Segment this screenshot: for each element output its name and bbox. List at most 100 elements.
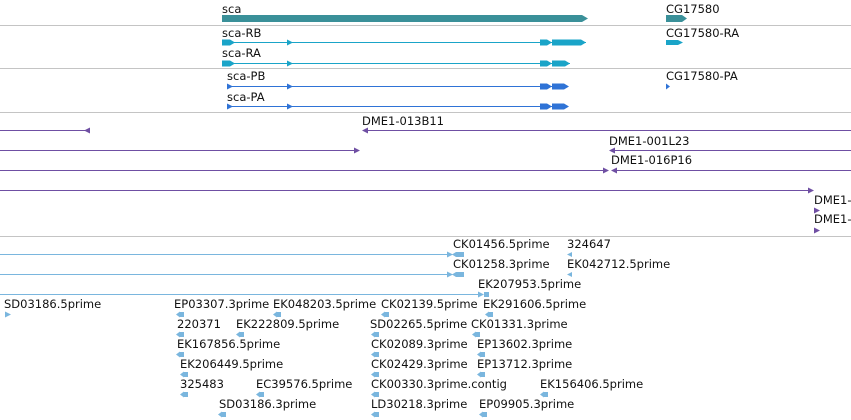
gene-glyph-sca [222,15,582,22]
bac-arrow [84,127,90,134]
est-glyph [371,371,375,378]
est-label[interactable]: EK291606.5prime [483,297,587,311]
protein-label-sca-pa[interactable]: sca-PA [227,90,265,104]
est-glyph [176,351,180,358]
est-glyph [375,372,379,377]
est-label[interactable]: 325483 [180,377,224,391]
est-label[interactable]: CK02089.3prime [371,337,468,351]
est-glyph [375,392,379,397]
transcript-label-sca-rb[interactable]: sca-RB [222,26,262,40]
bac-arrow [611,167,617,174]
est-glyph [260,392,264,397]
exon-glyph-tip [230,60,235,67]
est-glyph [476,332,480,337]
exon-glyph [222,60,230,67]
est-glyph [371,411,375,418]
est-label[interactable]: CK01331.3prime [471,317,568,331]
est-label[interactable]: EK042712.5prime [567,257,671,271]
cds-glyph-tip [564,103,569,110]
est-label[interactable]: SD02265.5prime [370,317,468,331]
bac-arrow [609,147,615,154]
bac-label-cut-1[interactable]: DME1- [814,193,851,207]
cds-glyph-tip [547,83,552,90]
est-glyph [375,332,379,337]
est-label[interactable]: EP13602.3prime [477,337,573,351]
transcript-label-cg17580-ra[interactable]: CG17580-RA [666,26,740,40]
cds-glyph [227,103,233,110]
bac-label-001l23[interactable]: DME1-001L23 [609,134,690,148]
est-label[interactable]: LD30218.3prime [371,397,468,411]
bac-arrow [354,147,360,154]
est-glyph [481,352,485,357]
est-glyph [375,412,379,417]
est-label[interactable]: CK02429.3prime [371,357,468,371]
est-glyph [222,412,226,417]
cds-glyph [666,83,670,90]
est-glyph [484,292,489,297]
bac-arrow [603,167,609,174]
est-glyph [452,272,456,277]
est-label[interactable]: EK222809.5prime [236,317,340,331]
gene-label-sca[interactable]: sca [222,2,242,16]
est-glyph [381,311,385,318]
gene-glyph-sca-arrow [582,15,588,22]
bac-arrow [814,227,820,234]
bac-arrow [362,127,368,134]
est-glyph [485,311,489,318]
est-label[interactable]: EK048203.5prime [273,297,377,311]
est-glyph [481,372,485,377]
est-label[interactable]: EK167856.5prime [177,337,281,351]
exon-glyph [222,39,230,46]
protein-label-cg17580-pa[interactable]: CG17580-PA [666,69,738,83]
bac-label-cut-2[interactable]: DME1- [814,212,851,226]
exon-glyph [678,40,683,45]
est-label[interactable]: EP03307.3prime [174,297,270,311]
est-glyph [447,251,453,258]
est-glyph [540,391,544,398]
est-glyph [371,391,375,398]
exon-glyph [552,39,581,46]
exon-glyph [540,60,547,67]
est-glyph [483,412,487,417]
est-label[interactable]: CK01258.3prime [453,257,550,271]
exon-glyph-tip [230,39,235,46]
est-label[interactable]: CK02139.5prime [381,297,478,311]
protein-label-sca-pb[interactable]: sca-PB [227,69,266,83]
est-glyph [447,271,453,278]
est-glyph [180,312,184,317]
est-glyph [277,312,281,317]
exon-glyph [287,60,293,67]
bac-label-016p16[interactable]: DME1-016P16 [611,153,693,167]
est-label[interactable]: EK206449.5prime [180,357,284,371]
est-label[interactable]: 220371 [177,317,221,331]
transcript-label-sca-ra[interactable]: sca-RA [222,46,261,60]
est-label[interactable]: EP09905.3prime [479,397,575,411]
exon-glyph-tip [547,39,552,46]
est-label[interactable]: SD03186.3prime [219,397,317,411]
est-glyph [180,391,184,398]
est-label[interactable]: EC39576.5prime [256,377,353,391]
gene-glyph-cg17580 [666,15,682,22]
est-glyph [5,311,11,318]
gene-label-cg17580[interactable]: CG17580 [666,2,720,16]
est-label[interactable]: SD03186.5prime [4,297,102,311]
est-glyph [180,332,184,337]
est-glyph [180,352,184,357]
est-label[interactable]: CK01456.5prime [453,237,550,251]
bac-label-013b11[interactable]: DME1-013B11 [362,114,444,128]
est-glyph [489,312,493,317]
bac-arrow [808,187,814,194]
exon-glyph [552,60,565,67]
est-glyph [184,392,188,397]
est-label[interactable]: CK00330.3prime.contig [371,377,507,391]
est-label[interactable]: EK156406.5prime [540,377,644,391]
est-glyph [472,331,476,338]
est-label[interactable]: 324647 [567,237,611,251]
est-glyph [256,391,260,398]
est-label[interactable]: EP13712.3prime [477,357,573,371]
est-glyph [375,352,379,357]
cds-glyph [227,83,233,90]
est-label[interactable]: EK207953.5prime [478,277,582,291]
est-glyph [456,272,464,277]
